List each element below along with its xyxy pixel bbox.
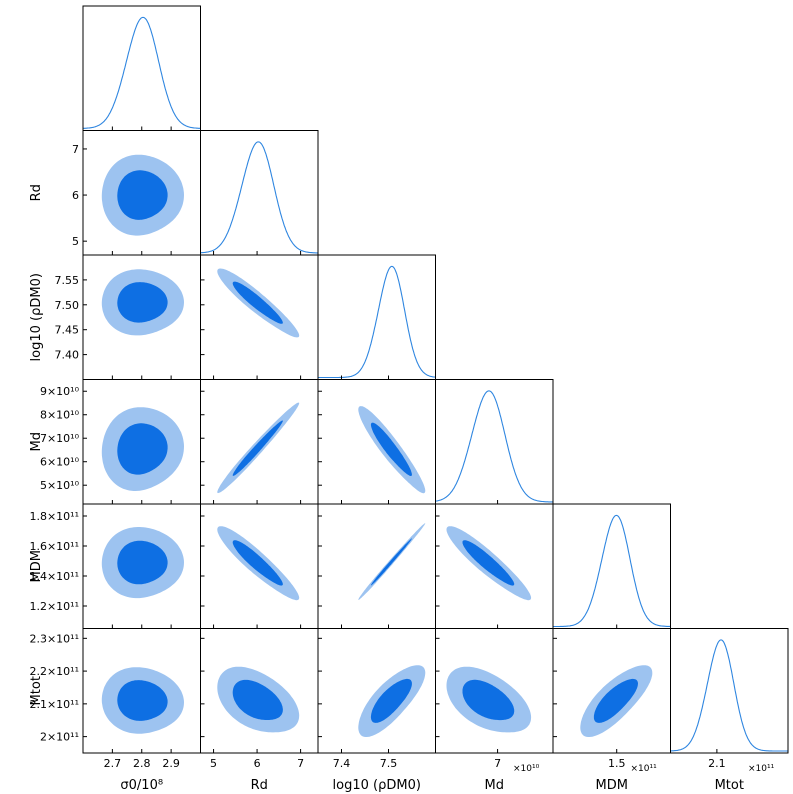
contour-68-sigma0-MDM <box>117 540 168 585</box>
contour-68-Md-Mtot <box>462 679 515 721</box>
y-tick-label-MDM: 1.4×10¹¹ <box>29 570 79 583</box>
x-tick-label-log10_rhoDM0: 7.4 <box>333 757 351 770</box>
y-tick-label-log10_rhoDM0: 7.55 <box>55 274 80 287</box>
y-axis-label-mtot: Mtot <box>29 676 44 705</box>
marginal-curve-sigma0 <box>83 16 201 129</box>
contour-68-Rd-log10_rhoDM0 <box>232 281 283 324</box>
panel-log10_rhoDM0-Md <box>317 379 436 505</box>
y-tick-label-Md: 7×10¹⁰ <box>40 432 80 445</box>
x-tick-label-log10_rhoDM0: 7.5 <box>380 757 398 770</box>
y-tick-label-MDM: 1.8×10¹¹ <box>29 510 79 523</box>
x-multiplier-mdm: ×10¹¹ <box>631 764 658 774</box>
panel-sigma0-log10_rhoDM0: 7.55 7.50 7.45 7.40 <box>55 254 201 380</box>
y-tick-label-log10_rhoDM0: 7.50 <box>55 299 80 312</box>
y-tick-label-MDM: 1.6×10¹¹ <box>29 540 79 553</box>
marginal-curve-Rd <box>200 141 318 254</box>
y-tick-label-Mtot: 2×10¹¹ <box>40 731 79 744</box>
y-tick-label-Rd: 5 <box>72 235 79 248</box>
x-tick-label-Mtot: 2.1 <box>708 757 726 770</box>
x-tick-label-Md: 7 <box>494 757 501 770</box>
contour-68-log10_rhoDM0-Md <box>370 422 412 476</box>
x-axis-label-sigma0: σ0/10⁸ <box>120 778 163 793</box>
contour-68-sigma0-Mtot <box>117 680 168 721</box>
x-tick-label-MDM: 1.5 <box>608 757 626 770</box>
y-axis-label-md: Md <box>29 432 44 451</box>
panel-Rd-Mtot: 5 6 7 <box>200 628 319 770</box>
panel-sigma0-Mtot: 2.7 2.8 2.9 2.3×10¹¹ 2.2×10¹¹ 2.1×10¹¹ 2×10¹¹ <box>29 628 201 770</box>
contour-68-sigma0-Rd <box>117 170 168 220</box>
x-tick-label-Rd: 5 <box>210 757 217 770</box>
y-tick-label-Rd: 6 <box>72 189 79 202</box>
contour-68-log10_rhoDM0-Mtot <box>370 678 412 723</box>
panel-sigma0-Rd: 5 6 7 <box>72 130 201 256</box>
y-tick-label-log10_rhoDM0: 7.45 <box>55 324 80 337</box>
x-axis-label-log-rho: log10 (ρDM0) <box>333 778 421 793</box>
panel-log10_rhoDM0-MDM <box>317 503 436 629</box>
x-axis-label-mtot: Mtot <box>715 778 744 793</box>
y-axis-label-rd: Rd <box>29 184 44 201</box>
x-axis-label-md: Md <box>485 778 504 793</box>
x-tick-label-Rd: 6 <box>254 757 261 770</box>
y-tick-label-Mtot: 2.2×10¹¹ <box>29 665 79 678</box>
x-tick-label-sigma0: 2.9 <box>162 757 180 770</box>
y-axis-label-log-rho: log10 (ρDM0) <box>29 273 44 361</box>
panel-Mtot-Mtot: 2.1 <box>670 628 789 770</box>
panel-MDM-Mtot: 1.5 <box>552 628 671 770</box>
x-tick-label-sigma0: 2.8 <box>133 757 151 770</box>
y-tick-label-Md: 5×10¹⁰ <box>40 479 80 492</box>
x-tick-label-Rd: 7 <box>297 757 304 770</box>
y-tick-label-log10_rhoDM0: 7.40 <box>55 349 80 362</box>
panel-log10_rhoDM0-Mtot: 7.4 7.5 <box>317 628 436 770</box>
panel-frame <box>670 628 789 754</box>
x-axis-label-rd: Rd <box>251 778 268 793</box>
contour-68-Rd-Mtot <box>232 679 283 720</box>
contour-68-log10_rhoDM0-MDM <box>370 538 412 586</box>
marginal-curve-MDM <box>553 514 671 628</box>
y-tick-label-MDM: 1.2×10¹¹ <box>29 600 79 613</box>
y-tick-label-Md: 9×10¹⁰ <box>40 385 80 398</box>
contour-68-sigma0-log10_rhoDM0 <box>117 282 168 323</box>
x-axis-label-mdm: MDM <box>596 778 628 793</box>
y-tick-label-Md: 6×10¹⁰ <box>40 456 80 469</box>
x-multiplier-md: ×10¹⁰ <box>513 764 540 774</box>
y-axis-label-mdm: MDM <box>29 550 44 582</box>
marginal-curve-Mtot <box>670 639 788 752</box>
contour-68-Md-MDM <box>462 540 515 586</box>
y-tick-label-Rd: 7 <box>72 143 79 156</box>
panel-sigma0-MDM: 1.8×10¹¹ 1.6×10¹¹ 1.4×10¹¹ 1.2×10¹¹ <box>29 503 201 629</box>
y-tick-label-Mtot: 2.1×10¹¹ <box>29 698 79 711</box>
contour-68-MDM-Mtot <box>593 678 638 723</box>
marginal-curve-Md <box>435 390 553 503</box>
y-tick-label-Mtot: 2.3×10¹¹ <box>29 632 79 645</box>
y-tick-label-Md: 8×10¹⁰ <box>40 409 80 422</box>
contour-68-Rd-MDM <box>232 540 283 586</box>
contour-68-Rd-Md <box>232 420 283 476</box>
x-multiplier-mtot: ×10¹¹ <box>748 764 775 774</box>
marginal-curve-log10_rhoDM0 <box>318 265 436 379</box>
contour-68-sigma0-Md <box>117 423 168 475</box>
x-tick-label-sigma0: 2.7 <box>104 757 122 770</box>
panel-sigma0-Md: 9×10¹⁰ 8×10¹⁰ 7×10¹⁰ 6×10¹⁰ 5×10¹⁰ <box>40 379 201 505</box>
